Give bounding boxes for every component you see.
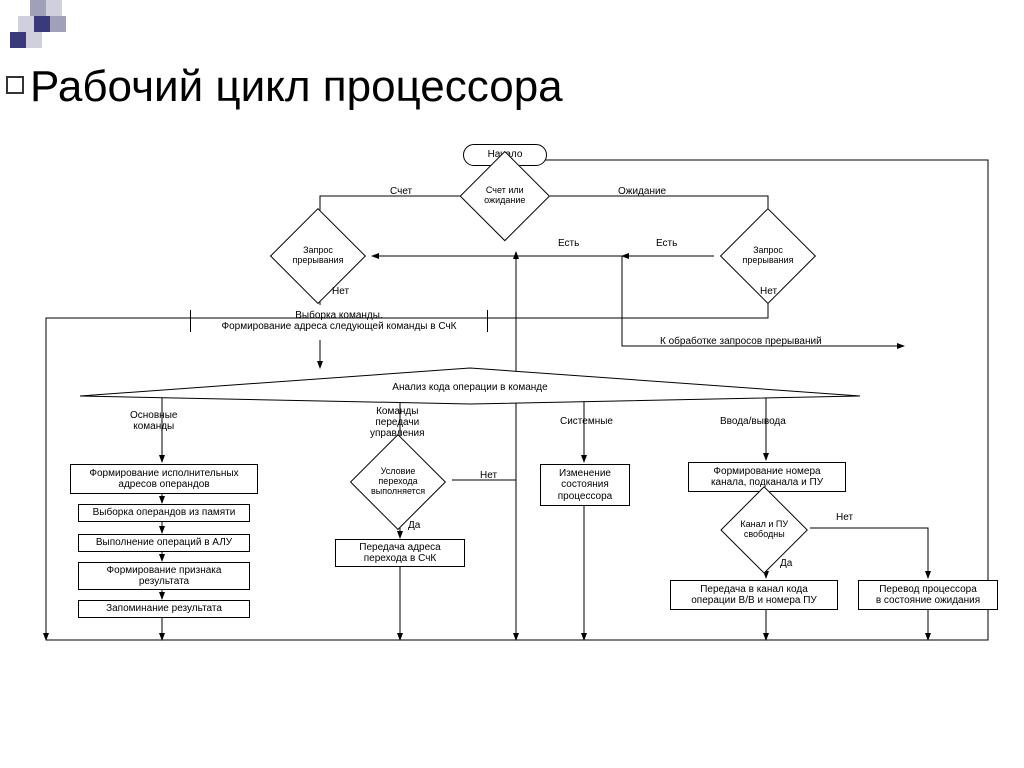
node-io3: Перевод процессора в состояние ожидания xyxy=(858,580,998,610)
deco-square xyxy=(50,16,66,32)
column-header-colSys: Системные xyxy=(560,416,613,427)
node-sys: Изменение состояния процессора xyxy=(540,464,630,506)
node-pass: Передача адреса перехода в СчК xyxy=(335,539,465,567)
edge-label-estR: Есть xyxy=(656,238,677,249)
column-header-colMain: Основные команды xyxy=(130,410,177,432)
edge-label-da2: Да xyxy=(780,558,792,569)
edge-label-net2: Нет xyxy=(480,470,497,481)
edge-label-schet: Счет xyxy=(390,186,412,197)
node-chan: Канал и ПУ свободны xyxy=(720,486,808,574)
deco-square xyxy=(30,0,46,16)
node-b4: Формирование признака результата xyxy=(78,562,250,590)
edge-label-netR: Нет xyxy=(760,286,777,297)
deco-square xyxy=(18,16,34,32)
node-fetch: Выборка команды. Формирование адреса сле… xyxy=(190,310,488,332)
deco-square xyxy=(34,16,50,32)
column-header-colIO: Ввода/вывода xyxy=(720,416,786,427)
deco-square xyxy=(26,32,42,48)
column-header-colBranch: Команды передачи управления xyxy=(370,406,425,439)
edge-label-netL: Нет xyxy=(332,286,349,297)
node-b5: Запоминание результата xyxy=(78,600,250,618)
edge-label-ozhid: Ожидание xyxy=(618,186,666,197)
edge-label-toIrq: К обработке запросов прерываний xyxy=(660,336,822,347)
deco-square xyxy=(46,0,62,16)
node-irqL: Запрос прерывания xyxy=(270,208,366,304)
bullet-icon xyxy=(6,76,24,94)
node-io1: Формирование номера канала, подканала и … xyxy=(688,462,846,492)
node-b2: Выборка операндов из памяти xyxy=(78,504,250,522)
edge-label-estL: Есть xyxy=(558,238,579,249)
node-cond: Условие перехода выполняется xyxy=(350,434,446,530)
edge-label-da: Да xyxy=(408,520,420,531)
slide-canvas: Рабочий цикл процессора НачалоСчет или о… xyxy=(0,0,1024,768)
node-io2: Передача в канал кода операции В/В и ном… xyxy=(670,580,838,610)
node-b3: Выполнение операций в АЛУ xyxy=(78,534,250,552)
node-analyze: Анализ кода операции в команде xyxy=(370,382,570,393)
node-b1: Формирование исполнительных адресов опер… xyxy=(70,464,258,494)
edge-label-net3: Нет xyxy=(836,512,853,523)
deco-square xyxy=(10,32,26,48)
slide-title: Рабочий цикл процессора xyxy=(30,62,563,112)
